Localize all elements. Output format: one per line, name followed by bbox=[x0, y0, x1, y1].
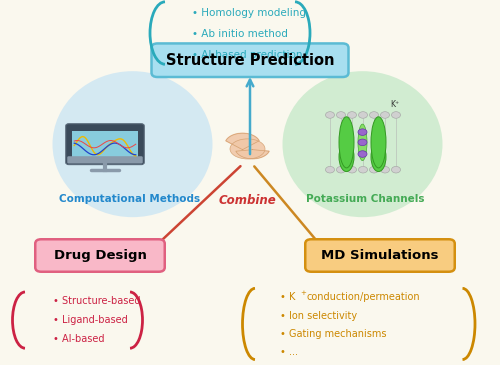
Text: • AI-based: • AI-based bbox=[52, 334, 104, 344]
Polygon shape bbox=[236, 150, 269, 159]
FancyBboxPatch shape bbox=[72, 131, 138, 160]
Text: • Structure-based: • Structure-based bbox=[52, 296, 140, 306]
Circle shape bbox=[348, 112, 356, 118]
Ellipse shape bbox=[371, 142, 386, 172]
Text: • Ligand-based: • Ligand-based bbox=[52, 315, 127, 325]
Text: Potassium Channels: Potassium Channels bbox=[306, 194, 424, 204]
Circle shape bbox=[326, 166, 334, 173]
Text: • Ion selectivity: • Ion selectivity bbox=[280, 311, 357, 321]
Ellipse shape bbox=[52, 71, 212, 217]
Circle shape bbox=[358, 112, 368, 118]
FancyBboxPatch shape bbox=[66, 124, 144, 165]
Ellipse shape bbox=[282, 71, 442, 217]
Text: • K: • K bbox=[280, 292, 295, 303]
Circle shape bbox=[392, 112, 400, 118]
Text: Computational Methods: Computational Methods bbox=[60, 194, 200, 204]
Circle shape bbox=[348, 166, 356, 173]
Text: • Ab initio method: • Ab initio method bbox=[192, 29, 288, 39]
FancyBboxPatch shape bbox=[305, 239, 455, 272]
Circle shape bbox=[358, 139, 367, 146]
Circle shape bbox=[370, 112, 378, 118]
Circle shape bbox=[336, 166, 345, 173]
Text: +: + bbox=[300, 290, 306, 296]
Text: Combine: Combine bbox=[218, 194, 276, 207]
Circle shape bbox=[392, 166, 400, 173]
Ellipse shape bbox=[339, 142, 354, 172]
Circle shape bbox=[358, 129, 367, 135]
Ellipse shape bbox=[358, 124, 367, 161]
Circle shape bbox=[358, 166, 368, 173]
Text: Structure Prediction: Structure Prediction bbox=[166, 53, 334, 68]
Text: K⁺: K⁺ bbox=[390, 100, 399, 108]
Text: • Homology modeling: • Homology modeling bbox=[192, 8, 306, 18]
Circle shape bbox=[358, 151, 367, 157]
Ellipse shape bbox=[371, 117, 386, 168]
Polygon shape bbox=[226, 133, 259, 150]
Ellipse shape bbox=[339, 117, 354, 168]
Circle shape bbox=[380, 166, 390, 173]
Text: MD Simulations: MD Simulations bbox=[321, 249, 439, 262]
FancyBboxPatch shape bbox=[152, 43, 348, 77]
Circle shape bbox=[380, 112, 390, 118]
Circle shape bbox=[336, 112, 345, 118]
Text: • AI-based prediction: • AI-based prediction bbox=[192, 50, 303, 60]
Text: Drug Design: Drug Design bbox=[54, 249, 146, 262]
Text: • ...: • ... bbox=[280, 347, 298, 357]
Ellipse shape bbox=[230, 139, 265, 159]
FancyBboxPatch shape bbox=[36, 239, 165, 272]
Circle shape bbox=[326, 112, 334, 118]
FancyBboxPatch shape bbox=[67, 156, 143, 164]
Text: • Gating mechanisms: • Gating mechanisms bbox=[280, 329, 386, 339]
Circle shape bbox=[370, 166, 378, 173]
Text: conduction/permeation: conduction/permeation bbox=[306, 292, 420, 303]
